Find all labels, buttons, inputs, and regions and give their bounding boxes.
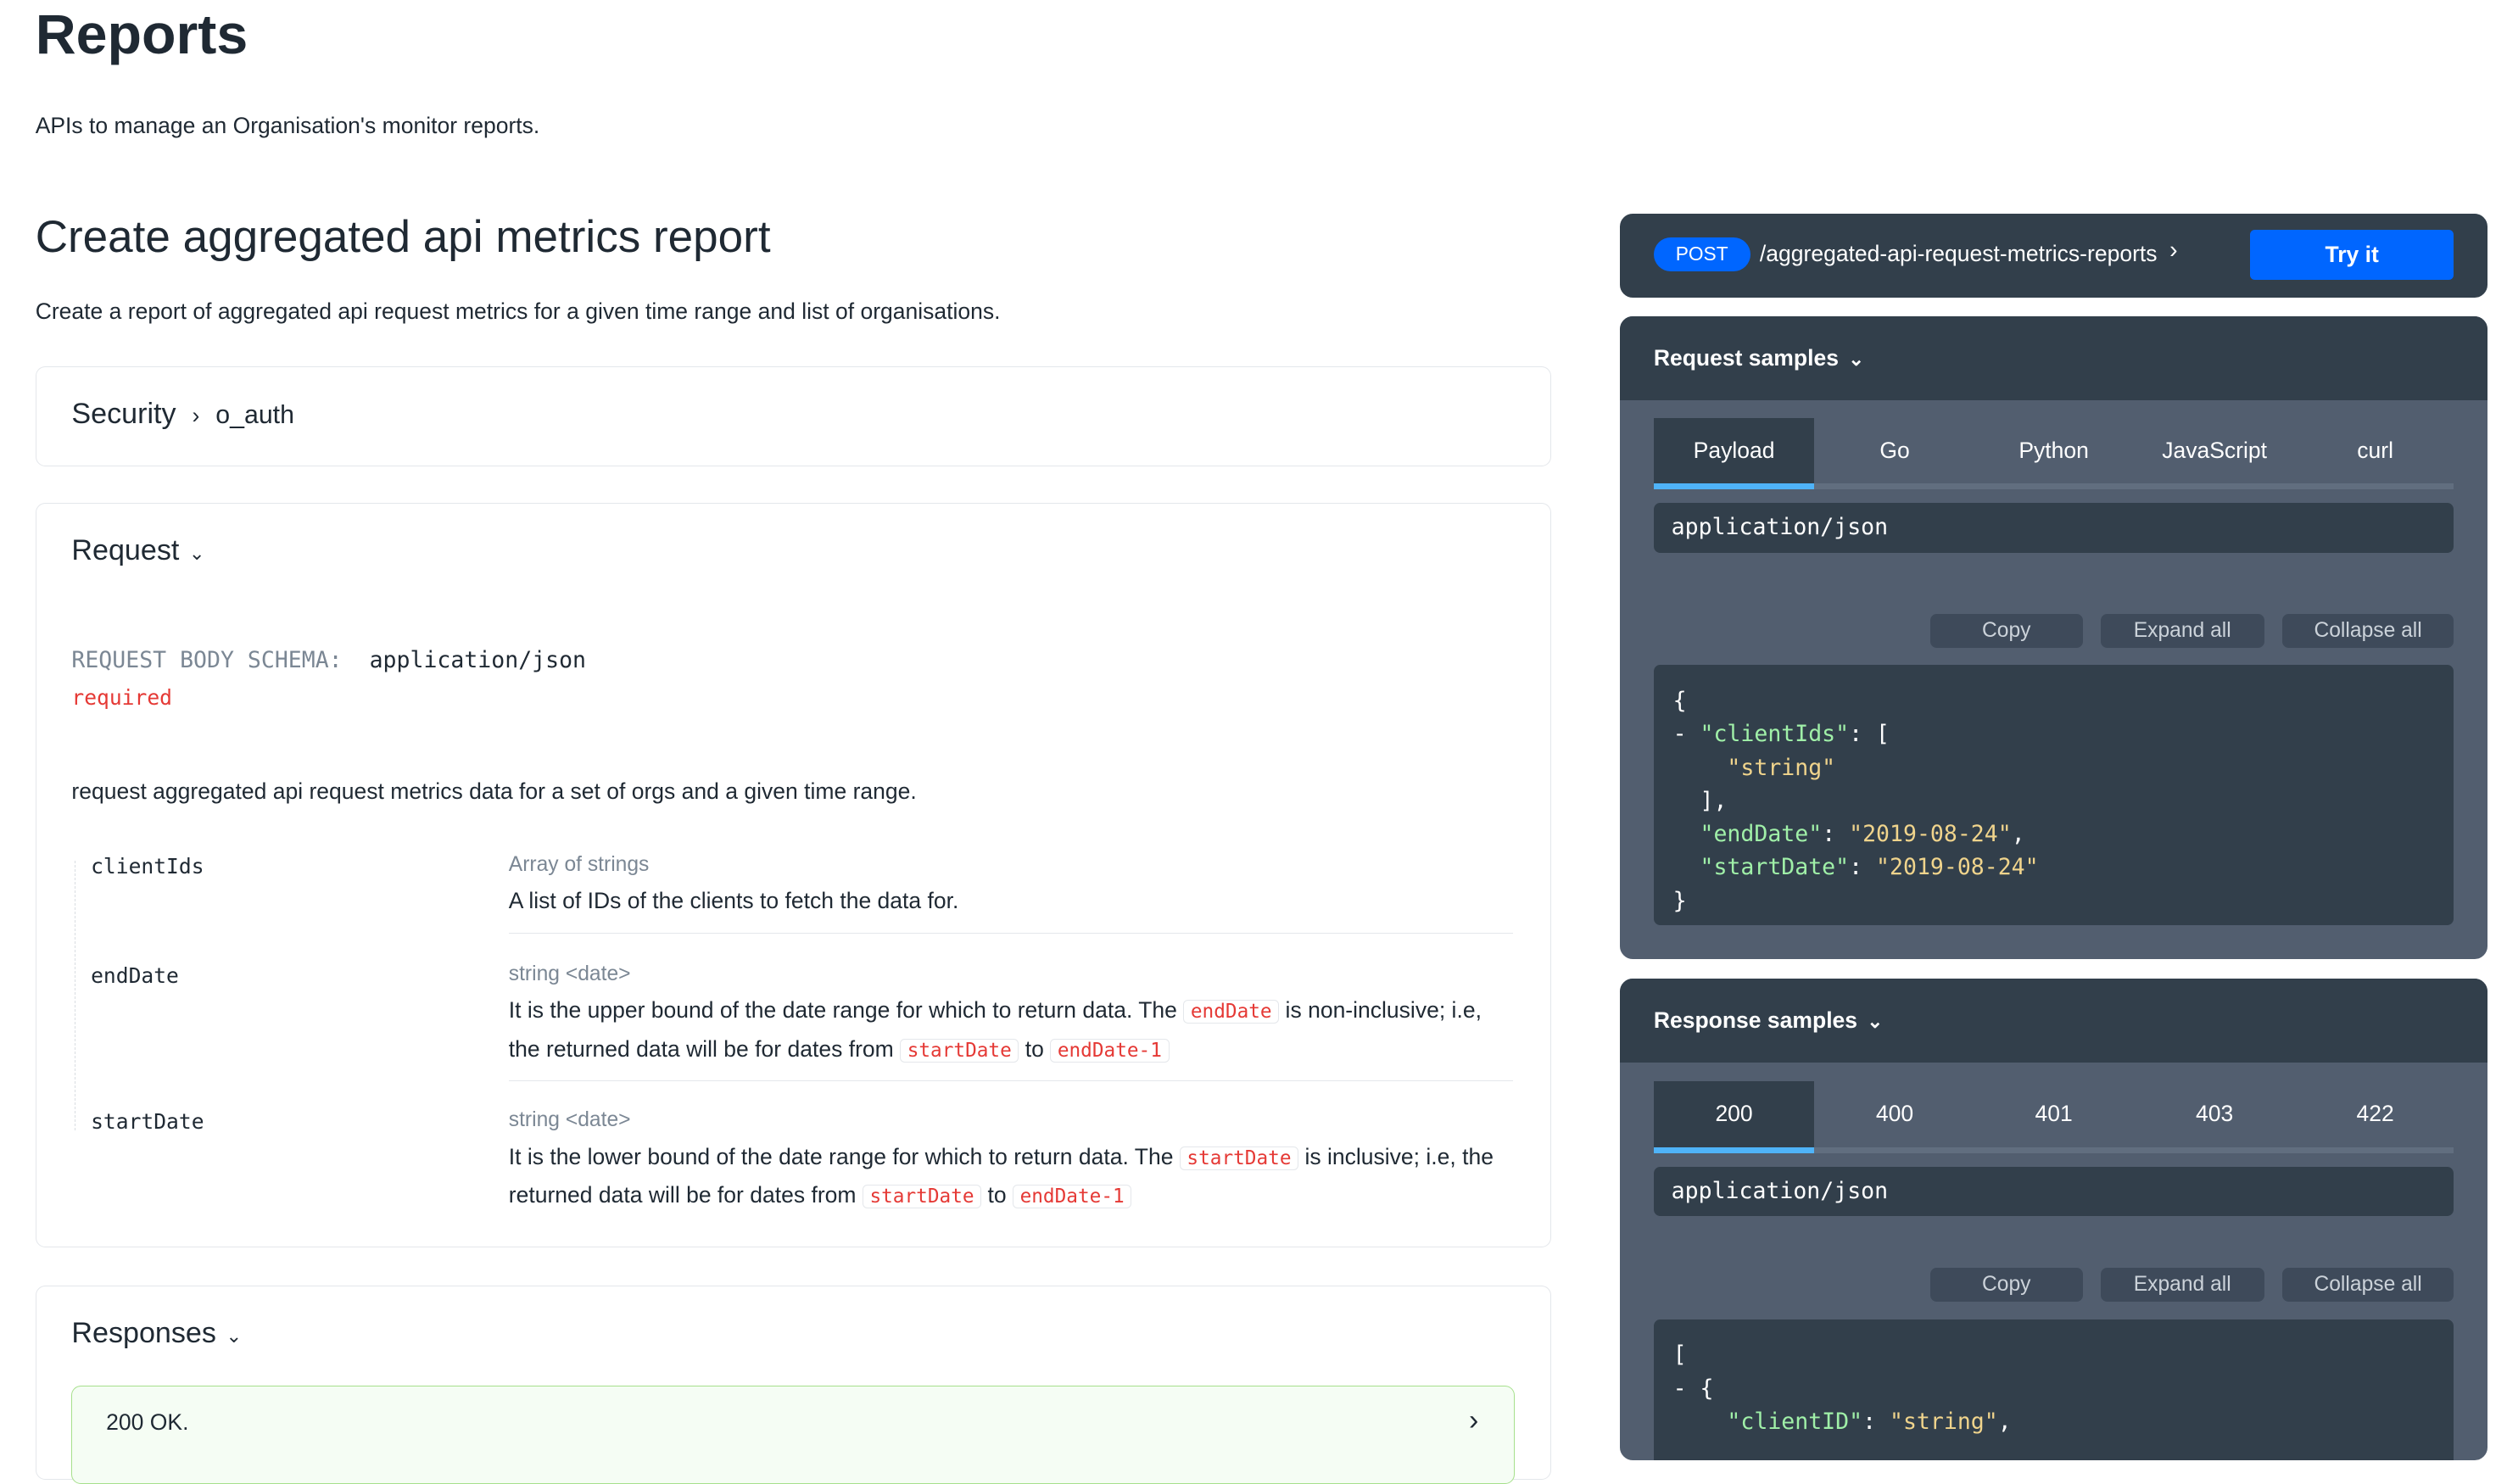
collapse-all-button[interactable]: Collapse all <box>2281 613 2454 648</box>
json-key: "clientIds" <box>1700 721 1850 748</box>
tab-javascript[interactable]: JavaScript <box>2162 437 2268 463</box>
request-samples-toggle[interactable]: Request samples ⌄ <box>1620 316 2488 400</box>
operation-description: Create a report of aggregated api reques… <box>35 298 1001 325</box>
security-section[interactable]: Security › o_auth <box>35 366 1551 466</box>
chevron-down-icon: ⌄ <box>1867 1009 1884 1032</box>
response-samples-toggle[interactable]: Response samples ⌄ <box>1620 978 2488 1063</box>
inline-code: startDate <box>1179 1146 1299 1170</box>
request-section: Request ⌄ REQUEST BODY SCHEMA: applicatio… <box>35 503 1551 1247</box>
field-type: Array of strings <box>508 852 650 876</box>
responses-toggle[interactable]: Responses ⌄ <box>71 1317 242 1350</box>
json-key: "startDate" <box>1700 854 1850 881</box>
chevron-down-icon: ⌄ <box>1848 348 1865 371</box>
tab-403[interactable]: 403 <box>2196 1101 2234 1127</box>
field-description: It is the lower bound of the date range … <box>509 1139 1513 1216</box>
tab-400[interactable]: 400 <box>1875 1101 1914 1127</box>
chevron-right-icon: › <box>2169 236 2178 264</box>
field-description: A list of IDs of the clients to fetch th… <box>508 888 959 914</box>
json-key: "clientID" <box>1727 1408 1863 1435</box>
response-200[interactable]: 200 OK. › <box>71 1386 1516 1484</box>
divider <box>508 1080 1514 1081</box>
content-type-select[interactable]: application/json <box>1653 1166 2454 1217</box>
code-text: { <box>1672 688 1687 715</box>
page-subtitle: APIs to manage an Organisation's monitor… <box>35 112 540 138</box>
field-details: Array of strings A list of IDs of the cl… <box>509 846 1513 920</box>
collapse-all-button[interactable]: Collapse all <box>2281 1268 2454 1302</box>
field-details: string <date> It is the lower bound of t… <box>509 1102 1513 1216</box>
tab-payload[interactable]: Payload <box>1653 417 1815 490</box>
text: It is the upper bound of the date range … <box>508 997 1184 1024</box>
request-code-sample: { - "clientIds": [ "string" ], "endDate"… <box>1653 665 2454 926</box>
copy-button[interactable]: Copy <box>1929 613 2083 648</box>
request-label: Request <box>71 534 180 567</box>
inline-code: endDate-1 <box>1013 1185 1132 1209</box>
field-details: string <date> It is the upper bound of t… <box>509 956 1513 1070</box>
expand-all-button[interactable]: Expand all <box>2100 1268 2264 1302</box>
security-label: Security <box>71 398 176 431</box>
text: is inclusive; i.e, the returned data wil… <box>508 1143 1494 1208</box>
request-sample-tabs: Payload Go Python JavaScript curl <box>1653 417 2454 490</box>
request-description: request aggregated api request metrics d… <box>71 778 917 805</box>
text: It is the lower bound of the date range … <box>508 1143 1180 1169</box>
chevron-right-icon: › <box>192 403 200 429</box>
field-type: string <date> <box>508 1107 631 1131</box>
field-name-clientIds: clientIds <box>91 854 204 879</box>
try-it-button[interactable]: Try it <box>2249 229 2454 280</box>
code-text: [ <box>1672 1342 1687 1369</box>
response-code-sample: [ - { "clientID": "string", <box>1653 1319 2454 1461</box>
method-badge: POST <box>1653 237 1750 272</box>
response-samples-panel: Response samples ⌄ 200 400 401 403 422 ap… <box>1620 978 2488 1461</box>
collapse-toggle[interactable]: - { <box>1672 1375 1714 1402</box>
responses-section: Responses ⌄ 200 OK. › <box>35 1285 1551 1484</box>
collapse-toggle[interactable]: - <box>1672 721 1700 748</box>
schema-label: REQUEST BODY SCHEMA: <box>71 646 343 673</box>
responses-label: Responses <box>71 1316 216 1349</box>
divider <box>508 933 1514 934</box>
endpoint-path: /aggregated-api-request-metrics-reports <box>1759 241 2158 267</box>
code-text: : [ <box>1849 721 1890 748</box>
inline-code: startDate <box>900 1038 1019 1063</box>
required-label: required <box>71 685 172 711</box>
page-title: Reports <box>35 3 248 66</box>
text: is non-inclusive; i.e, the returned data… <box>508 997 1482 1062</box>
json-string: "string" <box>1890 1408 1998 1435</box>
panel-title: Request samples <box>1653 345 1839 371</box>
response-sample-tabs: 200 400 401 403 422 <box>1653 1081 2454 1153</box>
endpoint-bar[interactable]: POST /aggregated-api-request-metrics-rep… <box>1620 214 2488 298</box>
schema-type: application/json <box>369 646 587 673</box>
request-toggle[interactable]: Request ⌄ <box>71 534 204 567</box>
code-text: ], <box>1700 787 1728 814</box>
content-type-select[interactable]: application/json <box>1653 503 2454 553</box>
tab-422[interactable]: 422 <box>2356 1101 2394 1127</box>
chevron-down-icon: ⌄ <box>226 1324 243 1347</box>
chevron-right-icon: › <box>1469 1404 1479 1437</box>
tab-go[interactable]: Go <box>1879 437 1910 463</box>
tab-curl[interactable]: curl <box>2357 437 2393 463</box>
json-key: "endDate" <box>1700 821 1823 848</box>
inline-code: endDate <box>1183 1000 1280 1024</box>
copy-button[interactable]: Copy <box>1929 1268 2083 1302</box>
response-label: 200 OK. <box>106 1409 189 1435</box>
inline-code: endDate-1 <box>1050 1038 1170 1063</box>
expand-all-button[interactable]: Expand all <box>2100 613 2264 648</box>
field-name-startDate: startDate <box>91 1109 204 1135</box>
field-name-endDate: endDate <box>91 963 179 989</box>
panel-title: Response samples <box>1653 1007 1858 1033</box>
json-string: "2019-08-24" <box>1849 821 2012 848</box>
json-string: "string" <box>1727 754 1836 781</box>
field-description: It is the upper bound of the date range … <box>509 992 1513 1069</box>
operation-title: Create aggregated api metrics report <box>35 212 771 263</box>
request-samples-panel: Request samples ⌄ Payload Go Python JavaS… <box>1620 316 2488 960</box>
text: to <box>1019 1035 1051 1062</box>
json-string: "2019-08-24" <box>1876 854 2039 881</box>
code-text: } <box>1672 887 1687 914</box>
tab-python[interactable]: Python <box>2018 437 2089 463</box>
inline-code: startDate <box>862 1185 982 1209</box>
tab-401[interactable]: 401 <box>2035 1101 2073 1127</box>
chevron-down-icon: ⌄ <box>188 542 205 565</box>
text: to <box>981 1182 1013 1208</box>
field-type: string <date> <box>508 962 631 985</box>
tab-200[interactable]: 200 <box>1653 1081 1815 1153</box>
security-scheme: o_auth <box>215 401 294 430</box>
